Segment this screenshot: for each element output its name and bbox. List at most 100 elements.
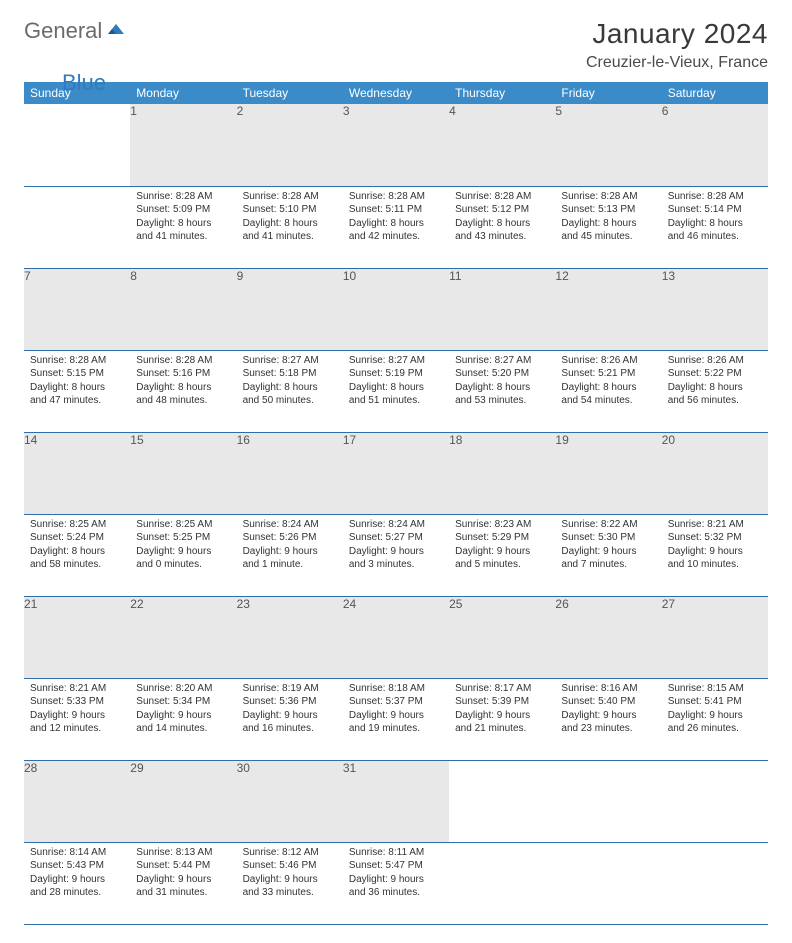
sunrise-line: Sunrise: 8:18 AM <box>349 682 443 696</box>
daylight-line: Daylight: 9 hours and 19 minutes. <box>349 709 443 736</box>
logo-text-blue: Blue <box>62 70 106 96</box>
day-number-cell: 5 <box>555 104 661 186</box>
day-cell: Sunrise: 8:20 AMSunset: 5:34 PMDaylight:… <box>130 678 236 760</box>
sunrise-line: Sunrise: 8:24 AM <box>349 518 443 532</box>
day-cell: Sunrise: 8:16 AMSunset: 5:40 PMDaylight:… <box>555 678 661 760</box>
day-number-cell: 11 <box>449 268 555 350</box>
sunrise-line: Sunrise: 8:28 AM <box>243 190 337 204</box>
day-cell-body: Sunrise: 8:25 AMSunset: 5:24 PMDaylight:… <box>24 515 130 578</box>
daylight-line: Daylight: 8 hours and 41 minutes. <box>136 217 230 244</box>
day-number-cell: 18 <box>449 432 555 514</box>
daylight-line: Daylight: 8 hours and 41 minutes. <box>243 217 337 244</box>
weekday-header: Friday <box>555 82 661 104</box>
weekday-header: Wednesday <box>343 82 449 104</box>
day-cell: Sunrise: 8:28 AMSunset: 5:16 PMDaylight:… <box>130 350 236 432</box>
day-cell-body: Sunrise: 8:16 AMSunset: 5:40 PMDaylight:… <box>555 679 661 742</box>
sunrise-line: Sunrise: 8:26 AM <box>561 354 655 368</box>
day-number-cell: 26 <box>555 596 661 678</box>
daylight-line: Daylight: 9 hours and 33 minutes. <box>243 873 337 900</box>
sunset-line: Sunset: 5:09 PM <box>136 203 230 217</box>
sunset-line: Sunset: 5:44 PM <box>136 859 230 873</box>
day-cell <box>555 842 661 924</box>
sunrise-line: Sunrise: 8:28 AM <box>136 190 230 204</box>
sunset-line: Sunset: 5:29 PM <box>455 531 549 545</box>
day-cell: Sunrise: 8:28 AMSunset: 5:15 PMDaylight:… <box>24 350 130 432</box>
day-cell-body: Sunrise: 8:20 AMSunset: 5:34 PMDaylight:… <box>130 679 236 742</box>
day-cell: Sunrise: 8:27 AMSunset: 5:20 PMDaylight:… <box>449 350 555 432</box>
day-cell: Sunrise: 8:23 AMSunset: 5:29 PMDaylight:… <box>449 514 555 596</box>
sunset-line: Sunset: 5:19 PM <box>349 367 443 381</box>
day-cell: Sunrise: 8:15 AMSunset: 5:41 PMDaylight:… <box>662 678 768 760</box>
sunrise-line: Sunrise: 8:22 AM <box>561 518 655 532</box>
sunset-line: Sunset: 5:39 PM <box>455 695 549 709</box>
sunset-line: Sunset: 5:18 PM <box>243 367 337 381</box>
day-cell: Sunrise: 8:24 AMSunset: 5:27 PMDaylight:… <box>343 514 449 596</box>
day-cell-body: Sunrise: 8:28 AMSunset: 5:16 PMDaylight:… <box>130 351 236 414</box>
weekday-header: Tuesday <box>237 82 343 104</box>
day-cell <box>24 186 130 268</box>
location: Creuzier-le-Vieux, France <box>586 54 768 72</box>
sunset-line: Sunset: 5:34 PM <box>136 695 230 709</box>
daylight-line: Daylight: 8 hours and 45 minutes. <box>561 217 655 244</box>
sunrise-line: Sunrise: 8:25 AM <box>30 518 124 532</box>
sunrise-line: Sunrise: 8:28 AM <box>30 354 124 368</box>
sunrise-line: Sunrise: 8:16 AM <box>561 682 655 696</box>
daylight-line: Daylight: 8 hours and 42 minutes. <box>349 217 443 244</box>
sunrise-line: Sunrise: 8:14 AM <box>30 846 124 860</box>
day-cell-body: Sunrise: 8:23 AMSunset: 5:29 PMDaylight:… <box>449 515 555 578</box>
sunset-line: Sunset: 5:24 PM <box>30 531 124 545</box>
sunset-line: Sunset: 5:25 PM <box>136 531 230 545</box>
day-cell-body: Sunrise: 8:28 AMSunset: 5:12 PMDaylight:… <box>449 187 555 250</box>
sunset-line: Sunset: 5:36 PM <box>243 695 337 709</box>
day-number-cell: 6 <box>662 104 768 186</box>
sunrise-line: Sunrise: 8:23 AM <box>455 518 549 532</box>
day-number-cell: 29 <box>130 760 236 842</box>
daylight-line: Daylight: 8 hours and 53 minutes. <box>455 381 549 408</box>
sunset-line: Sunset: 5:13 PM <box>561 203 655 217</box>
sunrise-line: Sunrise: 8:21 AM <box>668 518 762 532</box>
day-cell-body: Sunrise: 8:17 AMSunset: 5:39 PMDaylight:… <box>449 679 555 742</box>
day-number-row: 28293031 <box>24 760 768 842</box>
logo: General <box>24 18 128 44</box>
sunset-line: Sunset: 5:32 PM <box>668 531 762 545</box>
day-cell: Sunrise: 8:19 AMSunset: 5:36 PMDaylight:… <box>237 678 343 760</box>
sunset-line: Sunset: 5:10 PM <box>243 203 337 217</box>
day-number-cell: 2 <box>237 104 343 186</box>
day-cell-body: Sunrise: 8:22 AMSunset: 5:30 PMDaylight:… <box>555 515 661 578</box>
day-content-row: Sunrise: 8:21 AMSunset: 5:33 PMDaylight:… <box>24 678 768 760</box>
day-content-row: Sunrise: 8:25 AMSunset: 5:24 PM Daylight:… <box>24 514 768 596</box>
day-number-cell: 8 <box>130 268 236 350</box>
daylight-line: Daylight: 9 hours and 28 minutes. <box>30 873 124 900</box>
day-number-cell: 10 <box>343 268 449 350</box>
day-number-cell: 4 <box>449 104 555 186</box>
sunset-line: Sunset: 5:16 PM <box>136 367 230 381</box>
day-number-cell: 28 <box>24 760 130 842</box>
sunset-line: Sunset: 5:11 PM <box>349 203 443 217</box>
day-number-row: 123456 <box>24 104 768 186</box>
day-cell <box>662 842 768 924</box>
sunset-line: Sunset: 5:37 PM <box>349 695 443 709</box>
day-number-cell: 25 <box>449 596 555 678</box>
sunrise-line: Sunrise: 8:28 AM <box>455 190 549 204</box>
daylight-line: Daylight: 9 hours and 26 minutes. <box>668 709 762 736</box>
sunset-line: Sunset: 5:46 PM <box>243 859 337 873</box>
day-number-cell: 13 <box>662 268 768 350</box>
sunrise-line: Sunrise: 8:28 AM <box>668 190 762 204</box>
day-number-cell <box>449 760 555 842</box>
day-cell: Sunrise: 8:28 AMSunset: 5:14 PMDaylight:… <box>662 186 768 268</box>
day-cell-body: Sunrise: 8:28 AMSunset: 5:09 PMDaylight:… <box>130 187 236 250</box>
daylight-line: Daylight: 8 hours and 48 minutes. <box>136 381 230 408</box>
day-cell-body: Sunrise: 8:15 AMSunset: 5:41 PMDaylight:… <box>662 679 768 742</box>
sunrise-line: Sunrise: 8:12 AM <box>243 846 337 860</box>
day-cell: Sunrise: 8:24 AMSunset: 5:26 PMDaylight:… <box>237 514 343 596</box>
day-cell: Sunrise: 8:28 AMSunset: 5:10 PMDaylight:… <box>237 186 343 268</box>
day-cell-body: Sunrise: 8:13 AMSunset: 5:44 PMDaylight:… <box>130 843 236 906</box>
daylight-line: Daylight: 9 hours and 21 minutes. <box>455 709 549 736</box>
daylight-line: Daylight: 9 hours and 36 minutes. <box>349 873 443 900</box>
day-cell: Sunrise: 8:25 AMSunset: 5:24 PMDaylight:… <box>24 514 130 596</box>
sunrise-line: Sunrise: 8:21 AM <box>30 682 124 696</box>
day-cell: Sunrise: 8:25 AMSunset: 5:25 PMDaylight:… <box>130 514 236 596</box>
day-cell-body: Sunrise: 8:21 AMSunset: 5:33 PMDaylight:… <box>24 679 130 742</box>
daylight-line: Daylight: 9 hours and 1 minute. <box>243 545 337 572</box>
day-number-cell: 30 <box>237 760 343 842</box>
